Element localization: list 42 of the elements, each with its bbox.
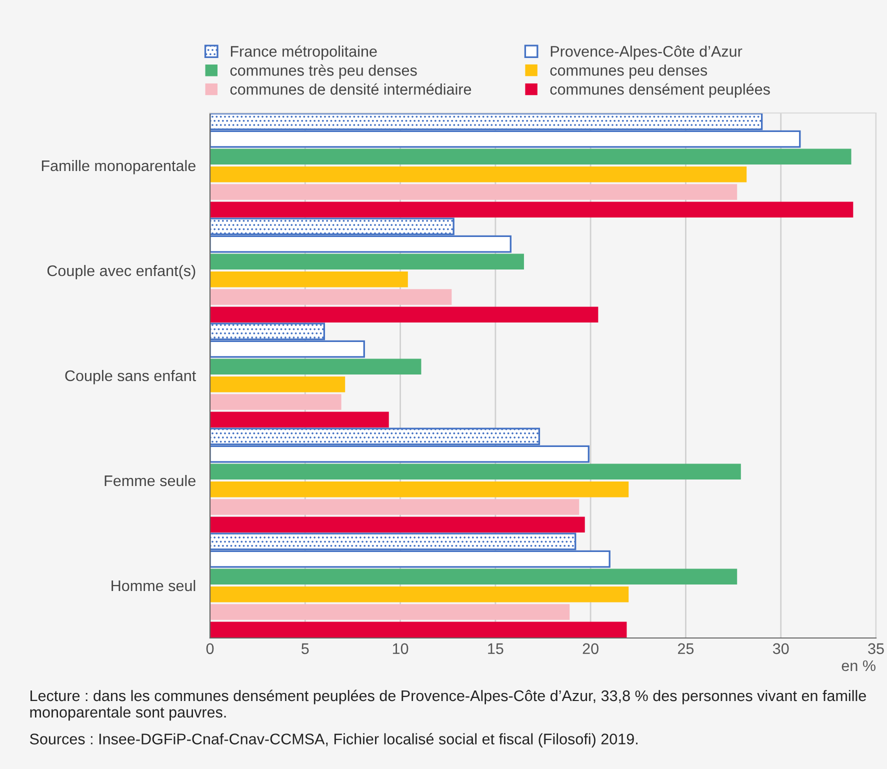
legend-label: communes très peu denses xyxy=(230,64,417,79)
bar xyxy=(210,586,629,602)
text: Lecture : dans les communes densément peuplées de Provence-Alpes-Côte d’Azur, 33,8 % des personnes vivant en famille monoparentale sont pauvres. xyxy=(30,690,866,721)
legend-label: communes de densité intermédiaire xyxy=(230,83,472,95)
legend-label: communes densément peuplées xyxy=(550,83,770,98)
legend-label: Provence-Alpes-Côte d’Azur xyxy=(550,46,742,60)
bar xyxy=(210,202,854,218)
y-tick-label: Couple avec enfant(s) xyxy=(47,264,196,280)
bar xyxy=(210,289,452,305)
bar xyxy=(210,376,346,392)
x-axis-title: en % xyxy=(842,660,876,672)
x-tick-label: 25 xyxy=(678,643,694,654)
bar xyxy=(210,271,408,288)
x-tick-label: 35 xyxy=(868,643,884,654)
x-tick-label: 30 xyxy=(772,643,789,654)
bar xyxy=(210,358,422,375)
bar xyxy=(210,604,570,620)
bar xyxy=(210,568,738,585)
bar xyxy=(210,516,585,532)
y-tick-label: Couple sans enfant xyxy=(65,370,196,384)
source-note: Sources : Insee-DGFiP-Cnaf-Cnav-CCMSA, Fichier localisé social et fiscal (Filosofi) 2019. xyxy=(30,733,638,748)
y-tick-label: Homme seul xyxy=(112,580,196,592)
legend-label: communes peu denses xyxy=(550,64,708,79)
x-tick-label: 10 xyxy=(392,643,408,654)
bar xyxy=(210,499,580,515)
bar xyxy=(210,184,738,200)
bar xyxy=(210,481,629,498)
y-tick-label: Femme seule xyxy=(104,474,196,486)
x-tick-label: 0 xyxy=(206,643,214,654)
x-tick-label: 15 xyxy=(488,643,504,654)
legend-label: France métropolitaine xyxy=(230,45,377,60)
bar xyxy=(210,622,627,638)
y-tick-label: Famille monoparentale xyxy=(42,160,196,174)
bar xyxy=(210,394,342,410)
bar xyxy=(210,148,852,165)
bar xyxy=(210,306,598,322)
x-tick-label: 20 xyxy=(582,643,598,654)
bar xyxy=(210,166,747,182)
bar xyxy=(210,254,524,270)
bar xyxy=(210,412,389,428)
x-tick-label: 5 xyxy=(302,643,309,654)
bar xyxy=(210,464,741,480)
